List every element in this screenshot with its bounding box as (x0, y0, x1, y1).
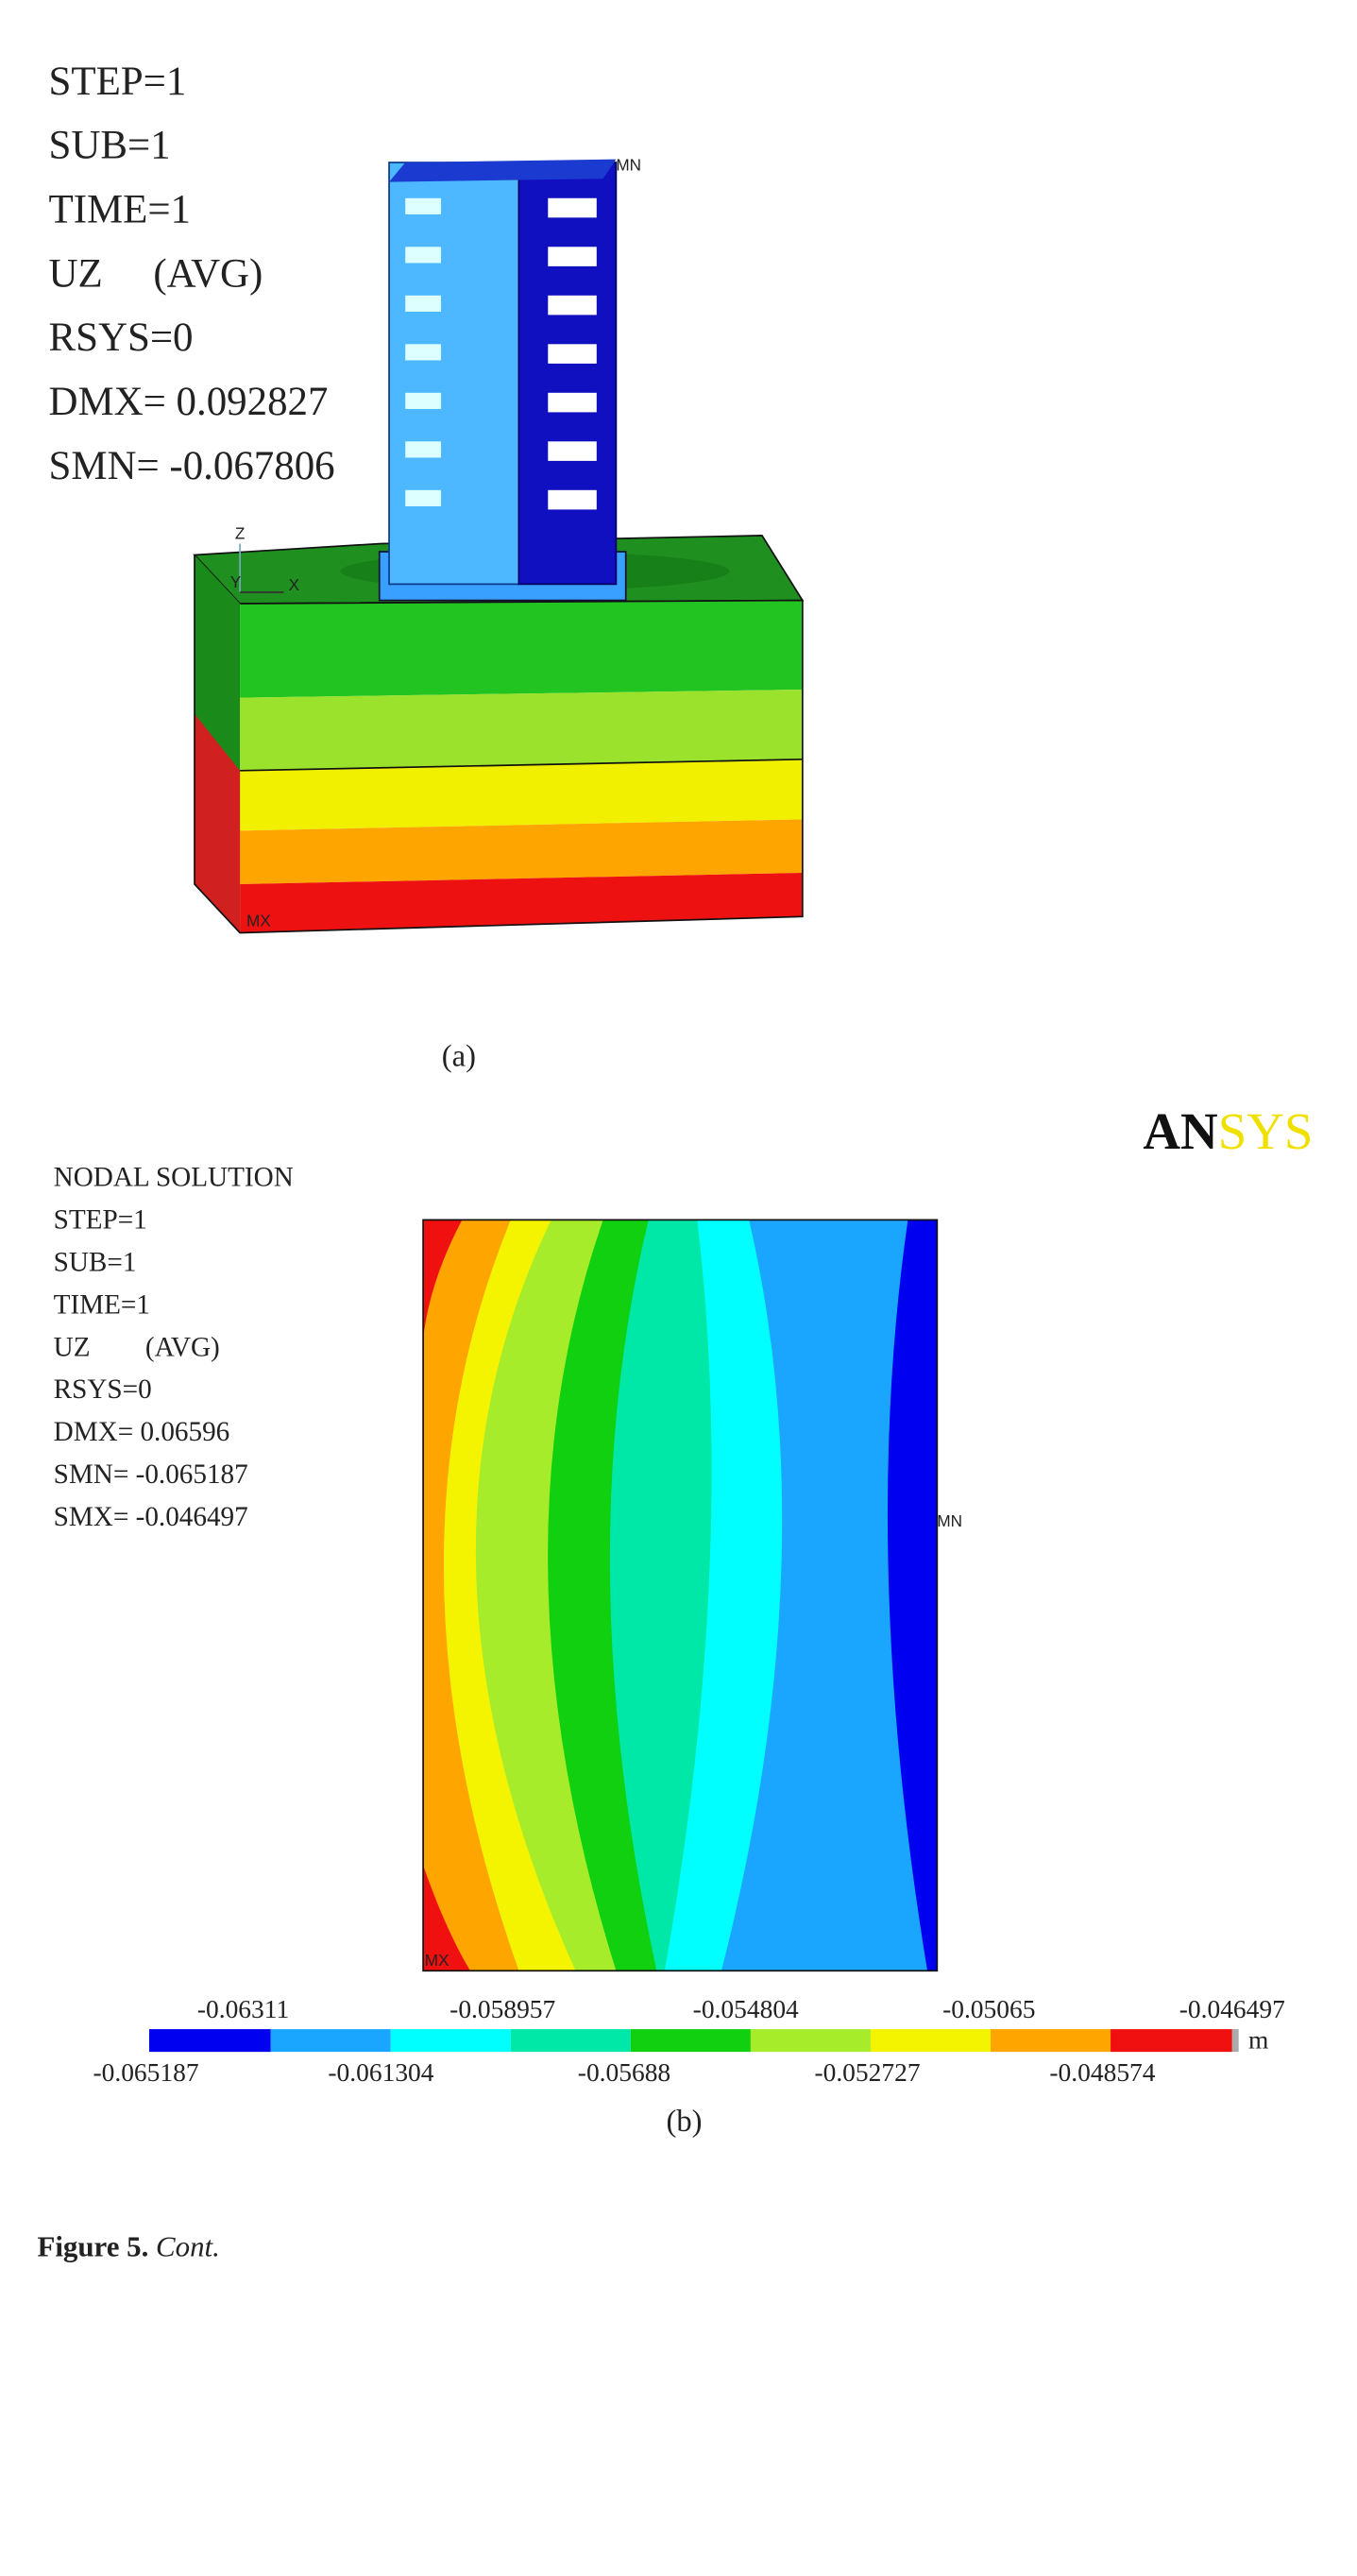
mn-label: MN (616, 156, 641, 175)
info-line: TIME=1 (54, 1289, 150, 1320)
info-line: STEP=1 (49, 60, 187, 104)
legend-label: -0.05065 (942, 1995, 1035, 2023)
info-line: RSYS=0 (49, 316, 194, 360)
info-line: RSYS=0 (54, 1374, 152, 1405)
legend-label: -0.05688 (578, 2058, 670, 2087)
info-line: STEP=1 (54, 1204, 147, 1235)
figure-caption: Figure 5. Cont. (37, 2229, 219, 2262)
info-line: SUB=1 (49, 124, 171, 168)
info-line: SMN= -0.067806 (49, 444, 335, 488)
legend-label: -0.046497 (1179, 1995, 1285, 2023)
info-line: UZ (AVG) (54, 1332, 220, 1362)
legend-label: -0.054804 (693, 1995, 799, 2023)
unit-label: m (1248, 2026, 1268, 2055)
axis-label: Y (230, 572, 242, 591)
mx-label: MX (425, 1951, 450, 1970)
info-line: SUB=1 (54, 1247, 137, 1277)
legend-label: -0.052727 (814, 2058, 920, 2087)
caption-text: Cont. (156, 2229, 220, 2262)
colorbar (148, 2029, 1239, 2053)
contour-plot (422, 1219, 939, 1972)
legend-label: -0.065187 (93, 2058, 198, 2087)
panel-caption: (a) (442, 1039, 476, 1073)
legend-label: -0.06311 (197, 1995, 289, 2023)
legend-label: -0.048574 (1049, 2058, 1155, 2087)
axis-label: Z (235, 523, 245, 542)
info-line: NODAL SOLUTION (54, 1162, 294, 1192)
info-line: DMX= 0.06596 (54, 1417, 230, 1447)
panel-caption: (b) (666, 2105, 702, 2139)
legend-label: -0.058957 (450, 1995, 555, 2023)
mn-label: MN (937, 1511, 962, 1530)
info-line: TIME=1 (49, 188, 192, 232)
axis-label: X (289, 575, 300, 594)
info-line: SMX= -0.046497 (54, 1502, 248, 1532)
info-line: DMX= 0.092827 (49, 380, 329, 424)
logo: ANSYS (1143, 1102, 1313, 1160)
legend-label: -0.061304 (328, 2058, 433, 2087)
building (239, 159, 627, 602)
info-line: SMN= -0.065187 (54, 1459, 248, 1490)
info-line: UZ (AVG) (49, 251, 263, 296)
mx-label: MX (246, 912, 271, 930)
caption-label: Figure 5. (37, 2229, 148, 2262)
logo-part: SYS (1218, 1102, 1314, 1160)
logo-part: AN (1143, 1102, 1217, 1160)
